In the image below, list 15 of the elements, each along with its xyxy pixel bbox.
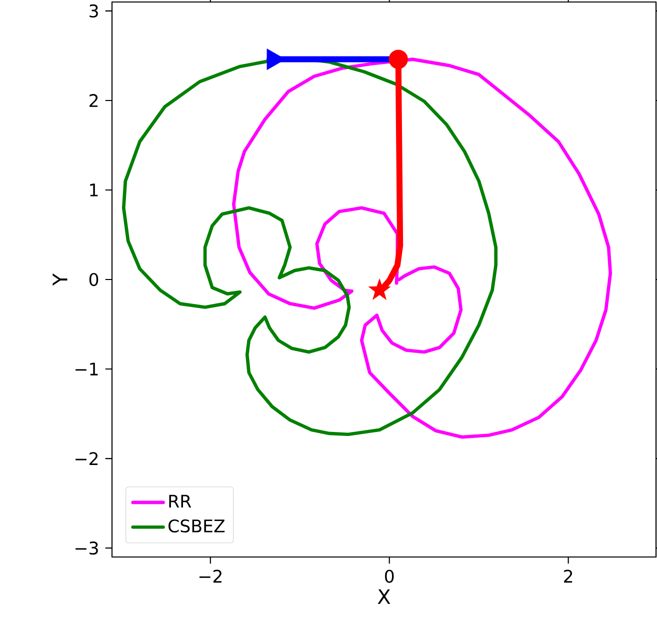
y-tick-label: 1	[90, 184, 98, 196]
y-axis-title: Y	[52, 273, 68, 286]
legend-label: CSBEZ	[168, 519, 225, 533]
y-tick-label: −2	[76, 452, 98, 465]
line-series	[232, 58, 612, 439]
x-tick-label: 0	[385, 570, 394, 583]
x-tick-label: 2	[564, 570, 572, 583]
y-tick-label: −3	[76, 541, 98, 555]
y-tick-label: 0	[89, 272, 98, 286]
legend-label: RR	[169, 494, 192, 508]
y-tick-label: −1	[76, 362, 98, 376]
y-tick-label: 3	[90, 4, 98, 18]
x-axis-title: X	[378, 589, 390, 604]
x-tick-label: −2	[199, 570, 222, 583]
y-tick-label: 2	[90, 94, 98, 107]
